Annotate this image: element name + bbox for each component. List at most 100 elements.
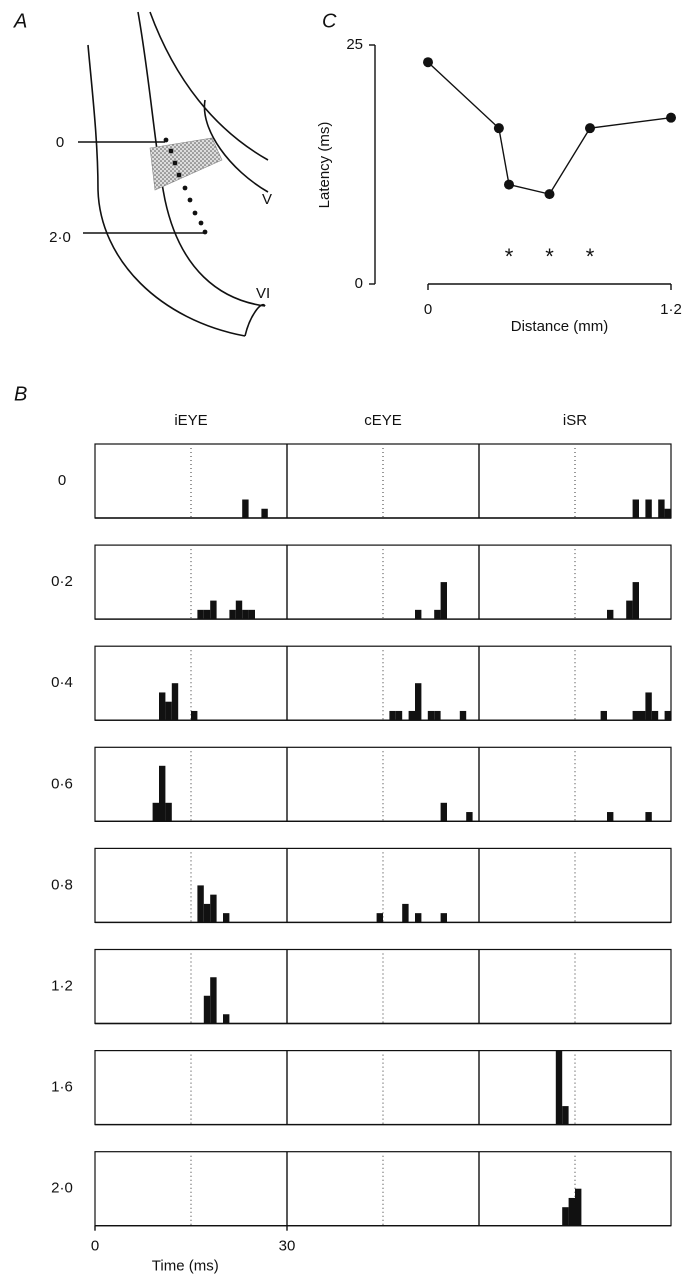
y-tick-label: 0 [355, 275, 363, 292]
region-label: VI [256, 285, 270, 302]
significance-star: * [586, 244, 595, 269]
depth-label: 2·0 [49, 229, 71, 246]
histogram-bar [261, 508, 268, 518]
histogram-bar [165, 701, 172, 721]
histogram-bar [658, 499, 665, 518]
histogram-bar [562, 1207, 569, 1226]
histogram-bar [415, 609, 422, 620]
latency-point [423, 57, 433, 68]
x-tick-label: 1·2 [660, 301, 682, 318]
histogram-bar [223, 1014, 230, 1024]
histogram-bar [197, 609, 204, 620]
histogram-bar [639, 710, 646, 721]
latency-point [585, 123, 595, 134]
panel-label: B [14, 383, 27, 405]
histogram-bar [210, 894, 217, 923]
histogram-bar [248, 609, 255, 620]
histogram-bar [229, 609, 236, 620]
histogram-bar [632, 710, 639, 721]
histogram-bar [427, 710, 435, 721]
histogram-bar [459, 710, 467, 721]
x-tick-label: 30 [279, 1238, 296, 1255]
histogram-bar [632, 582, 639, 620]
depth-label: 0 [56, 134, 64, 151]
panel-a: A 0 2·0 V VI [13, 10, 272, 337]
histogram-bar [632, 499, 639, 518]
latency-line [427, 61, 672, 195]
histogram-bar [434, 609, 441, 620]
histogram-bar [440, 582, 447, 620]
latency-point [504, 179, 514, 190]
histogram-bar [575, 1188, 582, 1226]
histogram-bar [555, 1050, 563, 1125]
boundary [244, 303, 266, 337]
region-label: V [262, 191, 272, 208]
row-label: 1·6 [51, 1079, 73, 1096]
x-axis-label: Time (ms) [152, 1258, 219, 1275]
x-axis-label: Distance (mm) [511, 318, 609, 335]
row-label: 0·4 [51, 674, 73, 691]
histogram-bar [645, 499, 652, 518]
row-label: 0·6 [51, 775, 73, 792]
latency-point [666, 112, 676, 123]
histogram-bar [171, 683, 179, 721]
histogram-bar [607, 812, 614, 822]
latency-point [493, 123, 504, 134]
histogram-bar [389, 710, 396, 721]
histogram-bar [651, 710, 659, 721]
histogram-bar [152, 802, 159, 822]
histogram-bar [664, 508, 671, 518]
latency-point [544, 189, 555, 200]
histogram-bar [664, 710, 671, 721]
boundary [87, 44, 246, 337]
histogram-bar [645, 692, 652, 721]
histogram-bar [440, 913, 447, 923]
significance-star: * [505, 244, 514, 269]
histogram-bar [440, 802, 447, 822]
row-label: 1·2 [51, 977, 73, 994]
panel-label: A [13, 10, 27, 32]
histogram-bar [203, 609, 211, 620]
row-label: 0·2 [51, 573, 73, 590]
histogram-bar [402, 903, 409, 923]
histogram-bar [159, 765, 166, 822]
histogram-bar [235, 600, 243, 620]
boundary [137, 11, 266, 307]
histogram-bar [645, 812, 652, 822]
significance-star: * [545, 244, 554, 269]
histogram-bar [203, 903, 211, 923]
histogram-bar [415, 683, 422, 721]
histogram-bar [466, 812, 473, 822]
column-label: iEYE [174, 412, 207, 429]
histogram-bar [415, 913, 422, 923]
histogram-bar [210, 600, 217, 620]
x-tick-label: 0 [424, 301, 432, 318]
histogram-bar [562, 1106, 569, 1125]
histogram-bar [159, 692, 166, 721]
histogram-bar [191, 710, 198, 721]
boundary [149, 11, 269, 161]
row-label: 0 [58, 472, 66, 489]
panel-label: C [322, 10, 337, 32]
histogram-bar [242, 499, 249, 518]
histogram-bar [223, 913, 230, 923]
histogram-bar [165, 802, 172, 822]
histogram-bar [434, 710, 441, 721]
x-tick-label: 0 [91, 1238, 99, 1255]
row-label: 0·8 [51, 876, 73, 893]
histogram-bar [568, 1197, 575, 1226]
histogram-bar [376, 913, 383, 923]
column-label: iSR [563, 412, 587, 429]
boundary [203, 99, 269, 193]
row-label: 2·0 [51, 1180, 73, 1197]
histogram-bar [626, 600, 633, 620]
histogram-bar [600, 710, 607, 721]
histogram-bar [203, 995, 211, 1024]
y-tick-label: 25 [346, 36, 363, 53]
histogram-bar [197, 885, 204, 923]
histogram-bar [210, 977, 217, 1024]
column-label: cEYE [364, 412, 402, 429]
histogram-bar [607, 609, 614, 620]
histogram-bar [395, 710, 403, 721]
